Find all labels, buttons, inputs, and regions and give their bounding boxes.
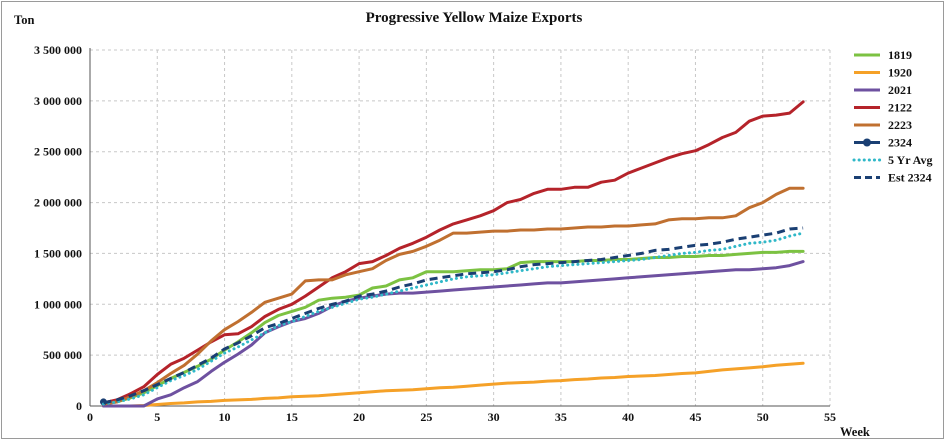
chart-title: Progressive Yellow Maize Exports xyxy=(366,10,583,26)
y-tick-label: 1 000 000 xyxy=(34,297,82,311)
y-tick-label: 2 500 000 xyxy=(34,145,82,159)
legend-1920: 1920 xyxy=(854,66,912,80)
legend-2122: 2122 xyxy=(854,101,912,115)
legend-2021-label: 2021 xyxy=(888,83,912,97)
y-axis-title: Ton xyxy=(14,13,34,27)
series-est-2324-line xyxy=(103,226,804,405)
legend-5-yr-avg-label: 5 Yr Avg xyxy=(888,153,932,167)
x-tick-label: 20 xyxy=(353,410,365,424)
legend: 1819 1920 2021 2122 2223 2324 5 Yr Avg Est 2324 xyxy=(852,48,932,185)
y-tick-label: 3 000 000 xyxy=(34,94,82,108)
legend-2324-marker xyxy=(863,138,871,147)
y-tick-label: 0 xyxy=(76,399,82,413)
x-tick-label: 25 xyxy=(420,410,432,424)
legend-2223-label: 2223 xyxy=(888,118,912,132)
legend-1920-label: 1920 xyxy=(888,66,912,80)
x-tick-label: 10 xyxy=(219,410,231,424)
legend-2122-label: 2122 xyxy=(888,101,912,115)
axes xyxy=(89,48,830,407)
x-tick-label: 55 xyxy=(824,410,836,424)
legend-5-yr-avg: 5 Yr Avg xyxy=(852,153,932,167)
y-tick-label: 2 000 000 xyxy=(34,196,82,210)
series-lines xyxy=(99,100,805,408)
series-1920-line xyxy=(102,361,805,408)
series-5-yr-avg-line xyxy=(102,231,805,406)
x-tick-label: 35 xyxy=(555,410,567,424)
y-tick-label: 3 500 000 xyxy=(34,43,82,57)
x-tick-label: 30 xyxy=(488,410,500,424)
legend-2324: 2324 xyxy=(854,136,912,150)
y-tick-label: 500 000 xyxy=(43,348,82,362)
x-tick-label: 15 xyxy=(286,410,298,424)
x-tick-label: 0 xyxy=(87,410,93,424)
x-tick-label: 40 xyxy=(622,410,634,424)
y-tick-label: 1 500 000 xyxy=(34,246,82,260)
series-2021-line xyxy=(102,260,805,408)
legend-2324-label: 2324 xyxy=(888,136,912,150)
series-2122-line xyxy=(102,100,805,405)
legend-est-2324-label: Est 2324 xyxy=(888,171,932,185)
y-tick-labels: 0 500 000 1 000 000 1 500 000 2 000 000 2 500… xyxy=(34,43,82,413)
x-axis-title: Week xyxy=(840,425,870,439)
legend-1819-label: 1819 xyxy=(888,48,912,62)
legend-est-2324: Est 2324 xyxy=(854,171,932,185)
legend-2223: 2223 xyxy=(854,118,912,132)
gridlines xyxy=(90,49,831,406)
legend-1819: 1819 xyxy=(854,48,912,62)
series-2223-line xyxy=(102,186,805,406)
series-1819-line xyxy=(102,249,805,406)
legend-2021: 2021 xyxy=(854,83,912,97)
x-tick-label: 45 xyxy=(689,410,701,424)
x-tick-labels: 0 5 10 15 20 25 30 35 40 45 50 55 xyxy=(87,410,836,424)
x-tick-label: 50 xyxy=(757,410,769,424)
x-tick-label: 5 xyxy=(154,410,160,424)
